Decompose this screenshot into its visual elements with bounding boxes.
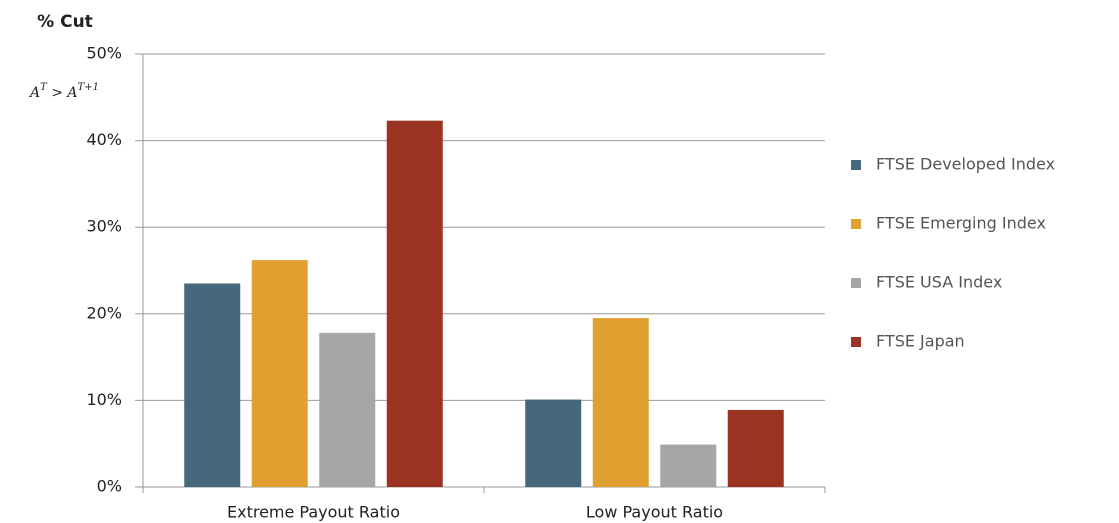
y-tick-label: 50%	[86, 44, 122, 63]
y-tick-label: 40%	[86, 130, 122, 149]
bar	[386, 120, 443, 487]
legend-label: FTSE Developed Index	[876, 155, 1055, 174]
y-tick-label: 0%	[97, 477, 122, 496]
x-tick-label: Extreme Payout Ratio	[227, 503, 400, 522]
bar	[251, 260, 308, 487]
y-tick-label: 10%	[86, 390, 122, 409]
annotation-part: > A	[47, 85, 78, 101]
annotation-part: T	[40, 82, 48, 93]
legend-marker	[851, 337, 861, 347]
legend-label: FTSE Japan	[876, 332, 965, 351]
legend-label: FTSE USA Index	[876, 273, 1002, 292]
bar	[525, 399, 582, 487]
bar	[727, 409, 784, 487]
bar	[319, 332, 376, 487]
chart-title: % Cut	[37, 12, 93, 32]
legend-marker	[851, 160, 861, 170]
legend-marker	[851, 278, 861, 288]
x-tick-label: Low Payout Ratio	[586, 503, 723, 522]
bar	[184, 283, 241, 487]
legend-label: FTSE Emerging Index	[876, 214, 1046, 233]
bar	[660, 444, 717, 487]
bar	[592, 318, 649, 487]
annotation-part: A	[28, 85, 40, 101]
y-tick-label: 20%	[86, 303, 122, 322]
y-tick-label: 30%	[86, 217, 122, 236]
annotation: AT > AT+1	[28, 82, 99, 102]
legend-marker	[851, 219, 861, 229]
annotation-part: T+1	[78, 82, 99, 93]
